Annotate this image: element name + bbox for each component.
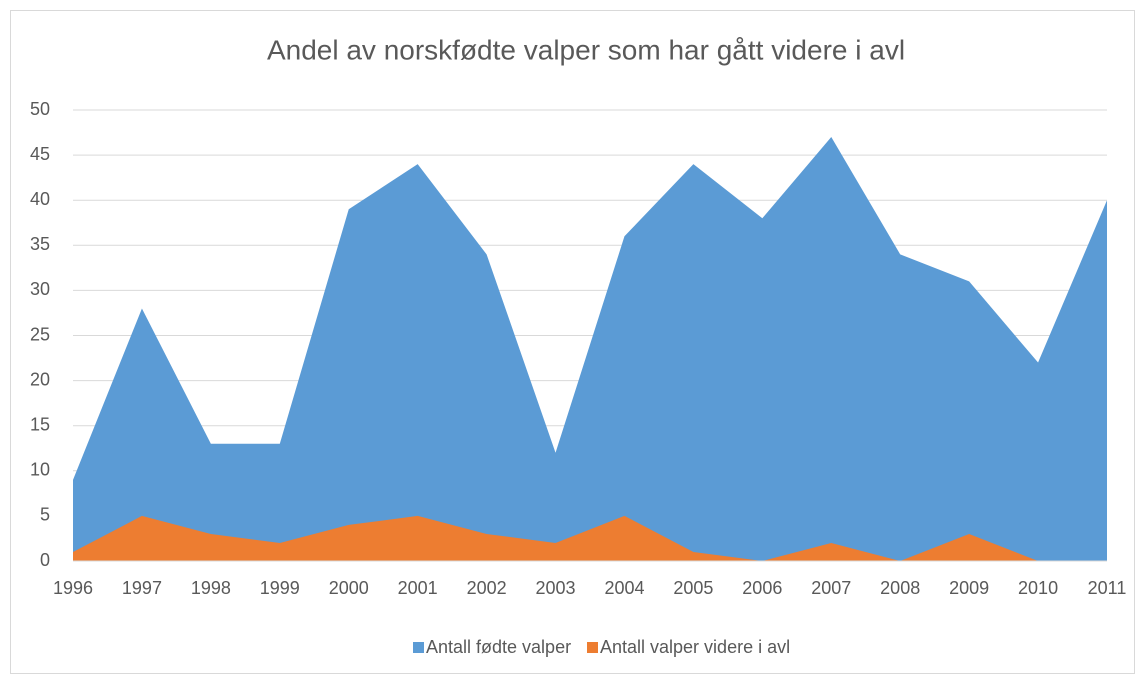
x-tick-label: 2002 (467, 578, 507, 598)
legend-swatch (413, 642, 424, 653)
area (73, 515, 1107, 561)
y-tick-label: 10 (30, 460, 50, 480)
chart-title: Andel av norskfødte valper som har gått … (267, 34, 905, 65)
legend-swatch (587, 642, 598, 653)
x-tick-label: 2004 (604, 578, 644, 598)
y-tick-label: 30 (30, 279, 50, 299)
x-tick-label: 2001 (398, 578, 438, 598)
x-tick-label: 2009 (949, 578, 989, 598)
y-tick-label: 15 (30, 414, 50, 434)
x-tick-label: 2008 (880, 578, 920, 598)
y-tick-label: 5 (40, 505, 50, 525)
y-tick-label: 25 (30, 324, 50, 344)
y-tick-label: 0 (40, 550, 50, 570)
x-tick-label: 2010 (1018, 578, 1058, 598)
x-tick-label: 2006 (742, 578, 782, 598)
y-tick-label: 40 (30, 189, 50, 209)
x-tick-label: 2003 (536, 578, 576, 598)
area (73, 137, 1107, 561)
x-tick-label: 2000 (329, 578, 369, 598)
x-tick-label: 2005 (673, 578, 713, 598)
y-tick-label: 50 (30, 99, 50, 119)
y-tick-label: 45 (30, 144, 50, 164)
y-tick-label: 35 (30, 234, 50, 254)
x-tick-label: 2011 (1088, 578, 1127, 598)
legend-label: Antall valper videre i avl (600, 637, 790, 657)
y-tick-label: 20 (30, 369, 50, 389)
x-tick-label: 1997 (122, 578, 162, 598)
legend-label: Antall fødte valper (426, 637, 571, 657)
x-tick-label: 2007 (811, 578, 851, 598)
x-tick-label: 1998 (191, 578, 231, 598)
x-tick-label: 1996 (53, 578, 93, 598)
x-tick-label: 1999 (260, 578, 300, 598)
